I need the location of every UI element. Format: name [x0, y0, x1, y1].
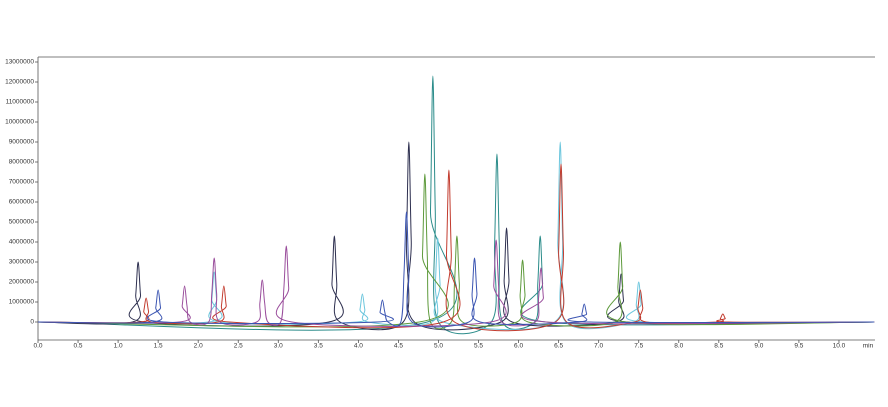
x-tick-label: 6.0	[514, 343, 523, 350]
x-tick-label: 0.5	[74, 343, 83, 350]
x-tick-label: 1.0	[114, 343, 123, 350]
x-tick-label: 2.5	[234, 343, 243, 350]
y-tick-label: 1000000	[9, 299, 35, 306]
y-tick-label: 5000000	[9, 219, 35, 226]
x-tick-label: 7.5	[634, 343, 643, 350]
x-tick-label: 3.5	[314, 343, 323, 350]
x-tick-label: 6.5	[554, 343, 563, 350]
x-tick-label: 4.0	[354, 343, 363, 350]
x-tick-label: 10.0	[833, 343, 846, 350]
y-tick-label: 8000000	[9, 159, 35, 166]
x-tick-label: 7.0	[594, 343, 603, 350]
y-tick-label: 11000000	[6, 99, 35, 106]
x-tick-label: 5.5	[474, 343, 483, 350]
x-tick-label: 3.0	[274, 343, 283, 350]
y-tick-label: 12000000	[5, 79, 34, 86]
y-tick-label: 10000000	[5, 119, 34, 126]
trace	[37, 75, 875, 335]
y-tick-label: 9000000	[9, 139, 35, 146]
x-tick-label: 0.0	[33, 343, 42, 350]
x-axis-label: min	[863, 343, 874, 350]
x-tick-label: 1.5	[154, 343, 163, 350]
x-tick-label: 4.5	[394, 343, 403, 350]
trace	[37, 173, 875, 330]
x-tick-label: 9.5	[794, 343, 803, 350]
y-tick-label: 7000000	[9, 179, 35, 186]
y-tick-label: 2000000	[9, 279, 35, 286]
x-tick-label: 2.0	[194, 343, 203, 350]
y-tick-label: 6000000	[9, 199, 35, 206]
x-tick-label: 8.0	[674, 343, 683, 350]
y-tick-label: 3000000	[9, 259, 35, 266]
y-tick-label: 0	[30, 319, 34, 326]
trace	[37, 141, 875, 331]
x-tick-label: 9.0	[754, 343, 763, 350]
x-tick-label: 8.5	[714, 343, 723, 350]
y-tick-label: 13000000	[5, 59, 34, 66]
trace	[37, 211, 875, 328]
y-tick-label: 4000000	[9, 239, 35, 246]
x-tick-label: 5.0	[434, 343, 443, 350]
